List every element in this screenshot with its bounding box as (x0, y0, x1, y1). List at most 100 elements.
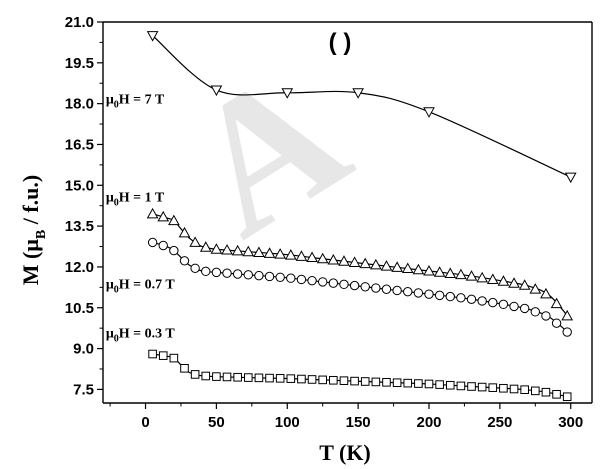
data-point-marker (348, 256, 361, 267)
data-point-marker (412, 263, 425, 275)
data-point-marker (392, 378, 402, 388)
watermark: A (153, 26, 381, 277)
x-tick-label: 250 (487, 414, 512, 431)
data-point-marker (199, 241, 212, 252)
data-point-marker (263, 247, 276, 258)
data-point-marker (477, 382, 487, 392)
data-point-marker (157, 210, 170, 222)
data-point-marker (369, 258, 382, 270)
data-point-marker (281, 88, 294, 99)
data-point-marker (423, 107, 435, 118)
data-point-marker (178, 226, 191, 238)
data-point-marker (445, 291, 455, 302)
data-point-marker (486, 273, 499, 284)
data-point-marker (371, 283, 381, 293)
data-point-marker (529, 283, 542, 294)
data-point-marker (467, 382, 476, 391)
data-point-marker (508, 277, 520, 288)
series-3: μ0H = 0.7 T (106, 237, 572, 337)
data-point-marker (445, 380, 455, 390)
data-point-marker (509, 384, 519, 394)
data-point-marker (413, 288, 424, 298)
data-point-marker (265, 373, 274, 383)
series-label: μ0H = 0.7 T (106, 278, 176, 296)
data-point-marker (190, 263, 200, 273)
data-point-marker (158, 240, 168, 251)
data-point-marker (169, 245, 179, 256)
data-point-marker (497, 275, 510, 286)
data-point-marker (317, 277, 328, 287)
data-point-marker (222, 372, 232, 382)
series-label: μ0H = 1 T (106, 191, 165, 209)
x-tick-label: 200 (416, 414, 441, 431)
data-point-marker (414, 379, 423, 388)
data-point-marker (381, 284, 392, 294)
data-point-marker (233, 372, 242, 382)
data-point-marker (551, 318, 562, 328)
y-tick-label: 19.5 (65, 55, 94, 72)
data-point-marker (352, 88, 364, 99)
data-point-marker (284, 249, 297, 260)
data-point-marker (561, 309, 574, 321)
data-point-marker (350, 376, 359, 386)
y-tick-label: 16.5 (65, 136, 94, 153)
data-point-marker (158, 351, 168, 360)
data-point-marker (552, 389, 561, 399)
series-4: μ0H = 0.3 T (106, 327, 572, 402)
data-point-marker (243, 373, 253, 382)
x-tick-label: 300 (558, 414, 583, 431)
data-point-marker (403, 286, 413, 297)
data-point-marker (146, 31, 159, 42)
data-point-marker (339, 279, 349, 290)
data-point-marker (476, 271, 489, 283)
series-1: μ0H = 7 T (106, 31, 577, 184)
data-point-marker (456, 381, 466, 391)
series-label: μ0H = 0.3 T (106, 327, 176, 345)
data-point-marker (306, 251, 318, 263)
data-point-marker (148, 349, 157, 359)
y-tick-label: 21.0 (65, 14, 94, 31)
y-tick-label: 12.0 (65, 259, 94, 276)
data-point-marker (296, 274, 307, 285)
data-point-marker (275, 374, 285, 383)
data-point-marker (146, 207, 159, 219)
y-tick-label: 7.5 (73, 381, 94, 398)
data-point-marker (455, 268, 467, 280)
data-point-marker (147, 237, 158, 248)
data-point-marker (222, 268, 232, 278)
data-point-marker (210, 85, 223, 97)
data-point-marker (392, 285, 402, 296)
data-point-marker (168, 214, 180, 226)
data-point-marker (401, 262, 414, 274)
data-point-marker (338, 255, 350, 266)
data-point-marker (274, 248, 287, 259)
data-point-marker (380, 260, 393, 271)
x-axis-title: T (K) (319, 440, 371, 465)
data-point-marker (307, 275, 317, 286)
data-point-marker (189, 236, 201, 247)
x-tick-label: 50 (208, 414, 225, 431)
data-point-marker (253, 246, 265, 258)
data-point-marker (360, 377, 370, 386)
data-point-marker (264, 271, 275, 282)
series-line (152, 213, 572, 321)
data-point-marker (434, 290, 445, 301)
data-point-marker (327, 253, 340, 265)
data-point-marker (318, 375, 327, 385)
data-point-marker (564, 172, 577, 184)
data-point-marker (540, 287, 552, 299)
data-point-marker (201, 371, 211, 381)
data-point-marker (519, 303, 530, 314)
data-point-marker (286, 374, 296, 383)
data-point-marker (169, 353, 179, 363)
y-axis-ticks: 7.5 9.0 10.5 12.0 13.5 15.0 16.5 18.0 19.5 21.0 (65, 14, 103, 398)
data-point-marker (382, 378, 391, 387)
data-point-marker (456, 293, 466, 303)
data-point-marker (541, 311, 551, 321)
data-point-marker (424, 289, 434, 299)
data-point-marker (465, 270, 478, 281)
data-point-marker (297, 374, 306, 384)
data-point-marker (242, 245, 255, 257)
data-point-marker (286, 273, 296, 283)
data-point-marker (179, 256, 190, 266)
